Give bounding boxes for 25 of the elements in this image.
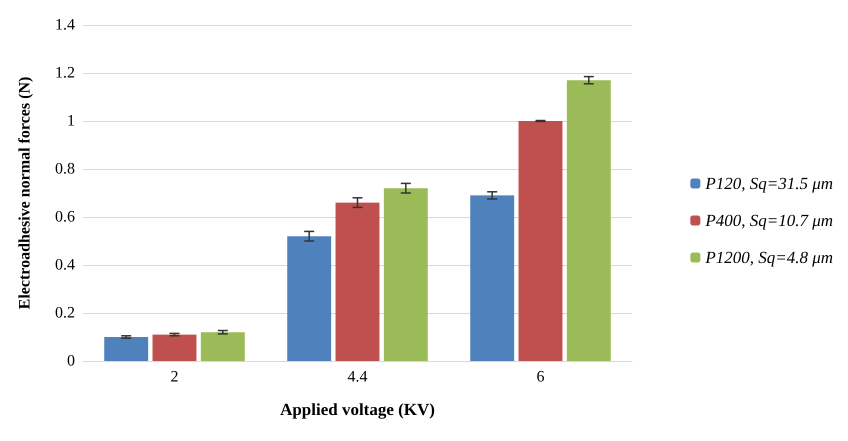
bar [104, 337, 148, 361]
bar [566, 80, 611, 361]
x-tick-label: 6 [536, 368, 544, 386]
bar [518, 121, 562, 361]
y-tick-label: 0.2 [55, 304, 75, 322]
legend-label: P120, Sq=31.5 μm [704, 174, 834, 193]
bar [384, 188, 428, 361]
legend-label: P400, Sq=10.7 μm [704, 211, 834, 230]
x-axis-title: Applied voltage (KV) [280, 400, 435, 419]
y-axis-title: Electroadhesive normal forces (N) [16, 76, 34, 310]
x-tick-label: 2 [170, 368, 178, 386]
x-tick-label: 4.4 [348, 368, 368, 386]
bar [200, 332, 245, 361]
y-tick-label: 1 [67, 112, 75, 130]
y-tick-label: 0 [67, 352, 75, 370]
legend-label: P1200, Sq=4.8 μm [704, 248, 834, 267]
bar [287, 236, 332, 361]
y-tick-label: 1.4 [55, 16, 75, 34]
y-tick-label: 0.8 [55, 160, 75, 178]
y-tick-label: 0.6 [55, 208, 75, 226]
bar [152, 334, 196, 361]
y-tick-label: 0.4 [55, 256, 75, 274]
bar [470, 195, 514, 361]
bar [336, 202, 380, 361]
y-tick-label: 1.2 [55, 64, 75, 82]
